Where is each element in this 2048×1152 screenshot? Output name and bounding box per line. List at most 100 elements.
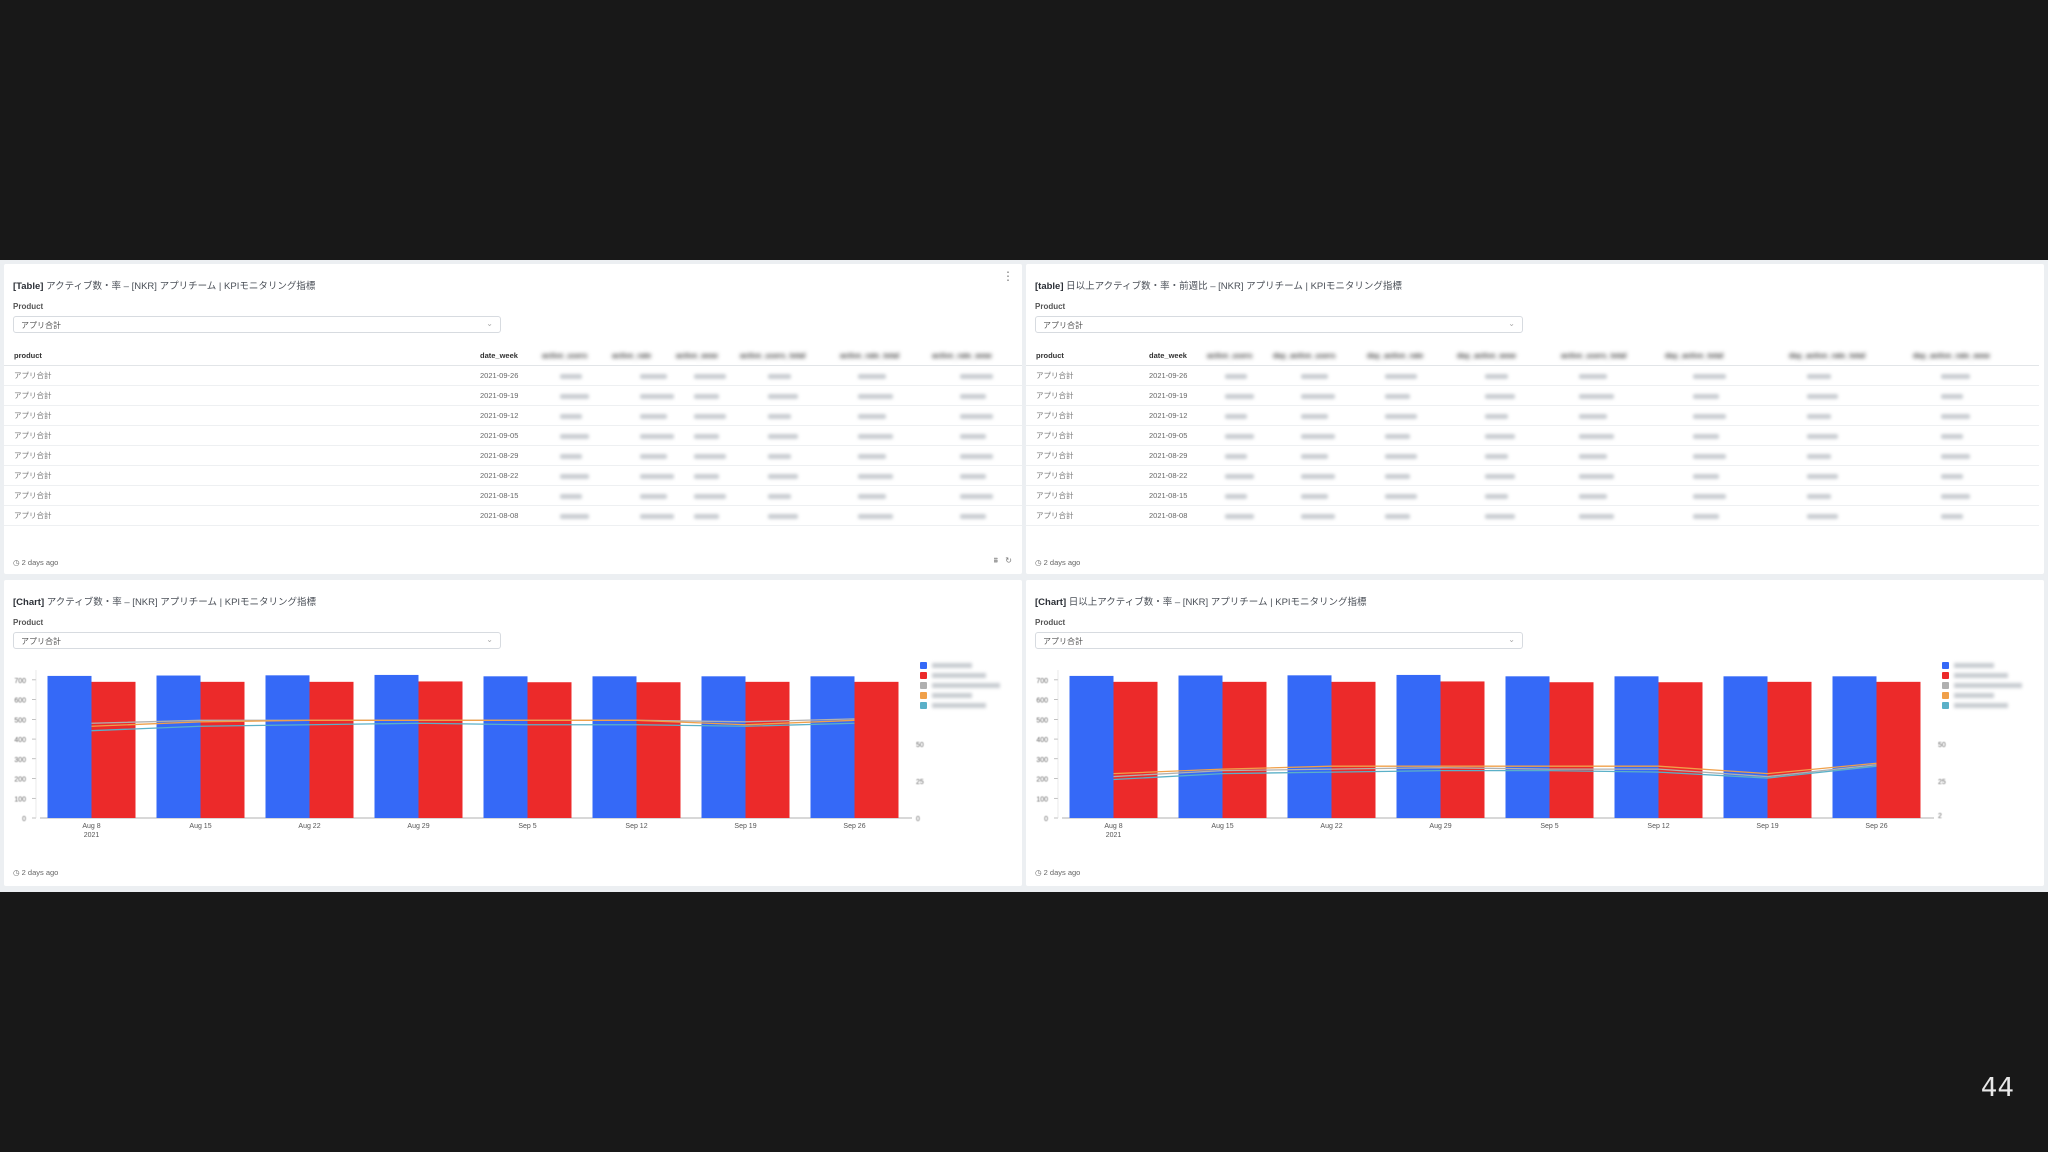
bar: [1658, 682, 1703, 818]
cell-hidden: [542, 405, 612, 426]
bar: [1876, 681, 1921, 818]
cell-hidden: [542, 505, 612, 526]
y2-tick-label: 50: [916, 742, 924, 749]
cell-hidden: [1665, 445, 1789, 466]
cell-hidden: [1665, 485, 1789, 506]
cell-hidden: [542, 365, 612, 386]
filter-icon[interactable]: ⩩: [993, 556, 998, 565]
column-header-hidden[interactable]: day_active_wow: [1457, 346, 1561, 366]
cell-hidden: [740, 385, 840, 406]
blurred-value: [1225, 393, 1254, 399]
cell-hidden: [840, 505, 932, 526]
legend-swatch: [920, 692, 927, 699]
bar: [592, 676, 637, 818]
legend-swatch: [1942, 702, 1949, 709]
dashboard: [Table] アクティブ数・率 – [NKR] アプリチーム | KPIモニタ…: [0, 260, 2048, 892]
cell-hidden: [840, 385, 932, 406]
cell-hidden: [1561, 505, 1665, 526]
y-tick-label: 200: [1036, 777, 1048, 784]
cell-hidden: [1789, 445, 1913, 466]
y-tick-label: 0: [1044, 816, 1048, 823]
bar: [200, 681, 245, 818]
series-line: [1113, 762, 1877, 775]
product-select[interactable]: アプリ合計 ⌄: [1035, 632, 1523, 649]
column-header-hidden[interactable]: active_rate: [612, 346, 676, 366]
cell-hidden: [1367, 385, 1457, 406]
blurred-value: [1301, 473, 1335, 479]
column-header-hidden[interactable]: day_active_rate: [1367, 346, 1457, 366]
kebab-icon[interactable]: ⋮: [1002, 269, 1014, 283]
column-header-hidden[interactable]: active_users_total: [740, 346, 840, 366]
blurred-value: [768, 373, 791, 379]
x-tick-label: Aug 22: [298, 823, 320, 830]
column-header-hidden[interactable]: day_active_rate_total: [1789, 346, 1913, 366]
blurred-value: [1225, 433, 1254, 439]
column-header-hidden[interactable]: active_users_total: [1561, 346, 1665, 366]
cell-product: アプリ合計: [1026, 385, 1149, 406]
y-tick-label: 100: [14, 796, 26, 803]
blurred-value: [560, 433, 589, 439]
blurred-value: [1225, 373, 1247, 379]
clock-icon: ◷: [13, 868, 20, 877]
blurred-value: [1385, 433, 1410, 439]
blurred-value: [1579, 453, 1607, 459]
column-header-date-week[interactable]: date_week: [1149, 346, 1207, 366]
column-header-hidden[interactable]: day_active_total: [1665, 346, 1789, 366]
blurred-value: [1225, 413, 1247, 419]
column-header-hidden[interactable]: active_rate_total: [840, 346, 932, 366]
cell-hidden: [1665, 385, 1789, 406]
blurred-value: [768, 453, 791, 459]
bar: [309, 681, 354, 818]
cell-hidden: [1913, 365, 2039, 386]
blurred-value: [960, 513, 986, 519]
product-select[interactable]: アプリ合計 ⌄: [13, 632, 501, 649]
cell-date-week: 2021-08-29: [480, 445, 542, 466]
cell-date-week: 2021-09-12: [480, 405, 542, 426]
cell-hidden: [676, 465, 740, 486]
column-header-date-week[interactable]: date_week: [480, 346, 542, 366]
cell-hidden: [932, 505, 1022, 526]
cell-hidden: [1273, 385, 1367, 406]
column-header-hidden[interactable]: active_users: [1207, 346, 1273, 366]
cell-hidden: [612, 425, 676, 446]
y2-tick-label: 2: [1938, 813, 1942, 820]
bar: [47, 675, 92, 818]
blurred-value: [1693, 373, 1726, 379]
column-header-product[interactable]: product: [1026, 346, 1149, 366]
column-header-hidden[interactable]: day_active_rate_wow: [1913, 346, 2039, 366]
column-header-product[interactable]: product: [4, 346, 480, 366]
cell-hidden: [1913, 485, 2039, 506]
cell-hidden: [1273, 425, 1367, 446]
blurred-value: [1693, 393, 1719, 399]
blurred-value: [560, 513, 589, 519]
y-tick-label: 600: [1036, 698, 1048, 705]
blurred-value: [1485, 493, 1508, 499]
column-header-hidden[interactable]: active_rate_wow: [932, 346, 1022, 366]
product-select[interactable]: アプリ合計 ⌄: [1035, 316, 1523, 333]
legend-swatch: [1942, 662, 1949, 669]
column-header-hidden[interactable]: day_active_users: [1273, 346, 1367, 366]
column-header-hidden[interactable]: active_wow: [676, 346, 740, 366]
refresh-icon[interactable]: ↻: [1005, 556, 1012, 565]
cell-hidden: [1665, 405, 1789, 426]
blurred-value: [1941, 473, 1963, 479]
x-tick-label: Sep 12: [625, 823, 647, 830]
blurred-value: [1485, 453, 1508, 459]
product-select[interactable]: アプリ合計 ⌄: [13, 316, 501, 333]
blurred-value: [640, 373, 667, 379]
cell-hidden: [1561, 465, 1665, 486]
legend-label-blurred: [932, 673, 986, 678]
blurred-value: [640, 493, 667, 499]
blurred-value: [768, 433, 798, 439]
y-tick-label: 500: [14, 717, 26, 724]
y-tick-label: 200: [14, 777, 26, 784]
blurred-value: [640, 433, 674, 439]
bar: [1767, 681, 1812, 818]
y-tick-label: 500: [1036, 717, 1048, 724]
blurred-value: [858, 413, 886, 419]
cell-hidden: [840, 405, 932, 426]
blurred-value: [1301, 413, 1328, 419]
column-header-hidden[interactable]: active_users: [542, 346, 612, 366]
cell-hidden: [1367, 505, 1457, 526]
cell-hidden: [840, 365, 932, 386]
